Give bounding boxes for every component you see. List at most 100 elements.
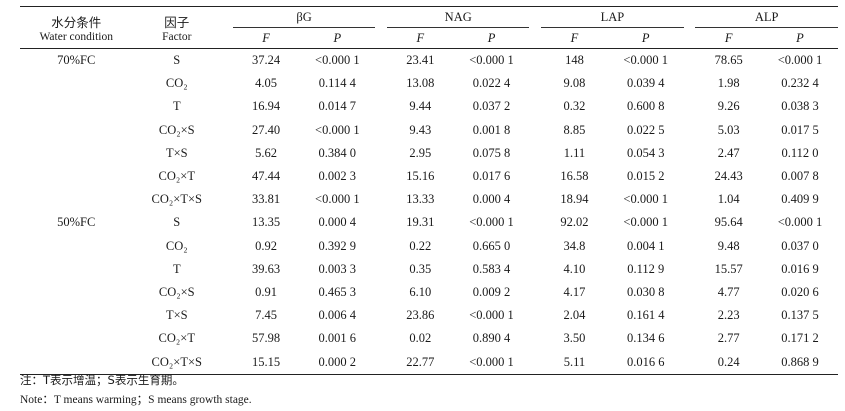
p-value-cell: <0.000 1 bbox=[469, 308, 514, 323]
p-value-cell: 0.003 3 bbox=[318, 261, 357, 276]
f-value-cell: 1.04 bbox=[717, 192, 740, 207]
spacer-cell bbox=[684, 95, 696, 118]
sub-header-p: P bbox=[333, 30, 342, 45]
f-value-cell: 9.43 bbox=[409, 122, 432, 137]
spacer-cell bbox=[221, 350, 233, 374]
p-value-cell: 0.000 4 bbox=[472, 192, 511, 207]
f-value-cell: 13.35 bbox=[252, 215, 281, 230]
spacer-cell bbox=[684, 188, 696, 211]
p-value-cell: 0.583 4 bbox=[472, 261, 511, 276]
p-value-cell: 0.161 4 bbox=[626, 308, 665, 323]
anova-table: 水分条件 Water condition 因子 Factor βG NAG LA… bbox=[20, 6, 838, 375]
spacer-cell bbox=[529, 49, 541, 73]
table-row: T 39.63 0.003 3 0.35 0.583 4 4.10 0.112 9 15.57… bbox=[20, 258, 838, 281]
factor-cell: S bbox=[173, 53, 181, 68]
group-header-nag: NAG bbox=[386, 6, 530, 28]
p-value-cell: 0.004 1 bbox=[626, 238, 665, 253]
p-value-cell: <0.000 1 bbox=[777, 53, 823, 68]
f-value-cell: 5.03 bbox=[717, 122, 740, 137]
f-value-cell: 5.11 bbox=[563, 354, 586, 369]
table-row: T×S 7.45 0.006 4 23.86 <0.000 1 2.04 0.161 4 2.… bbox=[20, 304, 838, 327]
p-value-cell: 0.037 2 bbox=[472, 99, 511, 114]
spacer-cell bbox=[529, 211, 541, 234]
spacer-cell bbox=[684, 72, 696, 95]
p-value-cell: 0.171 2 bbox=[781, 331, 819, 346]
factor-header-en: Factor bbox=[162, 31, 192, 43]
group-header-bg: βG bbox=[232, 6, 376, 28]
p-value-cell: 0.000 4 bbox=[318, 215, 357, 230]
sub-header-p: P bbox=[641, 30, 650, 45]
spacer-cell bbox=[221, 95, 233, 118]
spacer-cell bbox=[529, 95, 541, 118]
f-value-cell: 78.65 bbox=[714, 53, 743, 68]
spacer-cell bbox=[221, 119, 233, 142]
spacer-cell bbox=[375, 188, 387, 211]
p-value-cell: <0.000 1 bbox=[623, 192, 668, 207]
p-value-cell: 0.465 3 bbox=[318, 284, 357, 299]
water-condition-cell: 50%FC bbox=[57, 215, 96, 230]
p-value-cell: 0.232 4 bbox=[781, 76, 819, 91]
spacer-cell bbox=[529, 350, 541, 374]
p-value-cell: 0.134 6 bbox=[626, 331, 665, 346]
spacer-cell bbox=[375, 235, 387, 258]
f-value-cell: 16.58 bbox=[560, 169, 589, 184]
p-value-cell: 0.017 5 bbox=[781, 122, 819, 137]
factor-cell: CO₂×T×S bbox=[151, 354, 202, 369]
p-value-cell: 0.038 3 bbox=[781, 99, 819, 114]
f-value-cell: 16.94 bbox=[252, 99, 281, 114]
table-row: T×S 5.62 0.384 0 2.95 0.075 8 1.11 0.054 3 2.47… bbox=[20, 142, 838, 165]
factor-cell: T×S bbox=[165, 308, 188, 323]
sub-header-f: F bbox=[416, 30, 425, 45]
p-value-cell: 0.015 2 bbox=[626, 169, 665, 184]
table-row: CO₂×S 27.40 <0.000 1 9.43 0.001 8 8.85 0.022 5… bbox=[20, 119, 838, 142]
water-condition-cell bbox=[20, 142, 132, 165]
spacer-cell bbox=[684, 49, 696, 73]
water-condition-cell bbox=[20, 165, 132, 188]
table-row: CO₂×T 47.44 0.002 3 15.16 0.017 6 16.58 0.015 … bbox=[20, 165, 838, 188]
spacer-cell bbox=[529, 281, 541, 304]
table-body: 70%FC S 37.24 <0.000 1 23.41 <0.000 1 148 <0.00… bbox=[20, 49, 838, 375]
spacer-cell bbox=[375, 142, 387, 165]
spacer-cell bbox=[221, 304, 233, 327]
f-value-cell: 13.08 bbox=[406, 76, 435, 91]
spacer-cell bbox=[529, 72, 541, 95]
p-value-cell: 0.037 0 bbox=[781, 238, 819, 253]
spacer-cell bbox=[684, 235, 696, 258]
water-condition-header: 水分条件 Water condition bbox=[20, 6, 133, 49]
f-value-cell: 2.95 bbox=[409, 145, 432, 160]
f-value-cell: 33.81 bbox=[252, 192, 281, 207]
f-value-cell: 24.43 bbox=[714, 169, 743, 184]
factor-cell: CO₂ bbox=[165, 76, 188, 91]
table-row: CO₂ 0.92 0.392 9 0.22 0.665 0 34.8 0.004 1 9.48… bbox=[20, 235, 838, 258]
factor-cell: CO₂×T bbox=[158, 331, 195, 346]
p-value-cell: <0.000 1 bbox=[469, 215, 514, 230]
sub-header-p: P bbox=[487, 30, 496, 45]
f-value-cell: 1.98 bbox=[717, 76, 740, 91]
spacer-cell bbox=[529, 142, 541, 165]
header-row-1: 水分条件 Water condition 因子 Factor βG NAG LA… bbox=[20, 6, 838, 49]
p-value-cell: <0.000 1 bbox=[469, 53, 514, 68]
spacer-cell bbox=[221, 211, 233, 234]
p-value-cell: 0.112 9 bbox=[627, 261, 665, 276]
p-value-cell: 0.600 8 bbox=[626, 99, 665, 114]
water-condition-cell: 70%FC bbox=[57, 53, 96, 68]
factor-cell: T bbox=[172, 261, 181, 276]
spacer-cell bbox=[529, 235, 541, 258]
spacer-cell bbox=[529, 165, 541, 188]
spacer-cell bbox=[375, 49, 387, 73]
water-condition-cell bbox=[20, 72, 132, 95]
f-value-cell: 0.02 bbox=[409, 331, 432, 346]
f-value-cell: 5.62 bbox=[255, 145, 277, 160]
spacer-cell bbox=[375, 350, 387, 374]
water-condition-cell bbox=[20, 281, 132, 304]
spacer-cell bbox=[529, 304, 541, 327]
p-value-cell: <0.000 1 bbox=[623, 53, 668, 68]
p-value-cell: 0.017 6 bbox=[472, 169, 511, 184]
spacer-cell bbox=[529, 258, 541, 281]
p-value-cell: 0.020 6 bbox=[781, 284, 819, 299]
spacer-cell bbox=[684, 281, 696, 304]
spacer-cell bbox=[221, 49, 233, 73]
p-value-cell: <0.000 1 bbox=[315, 192, 360, 207]
f-value-cell: 9.44 bbox=[409, 99, 432, 114]
